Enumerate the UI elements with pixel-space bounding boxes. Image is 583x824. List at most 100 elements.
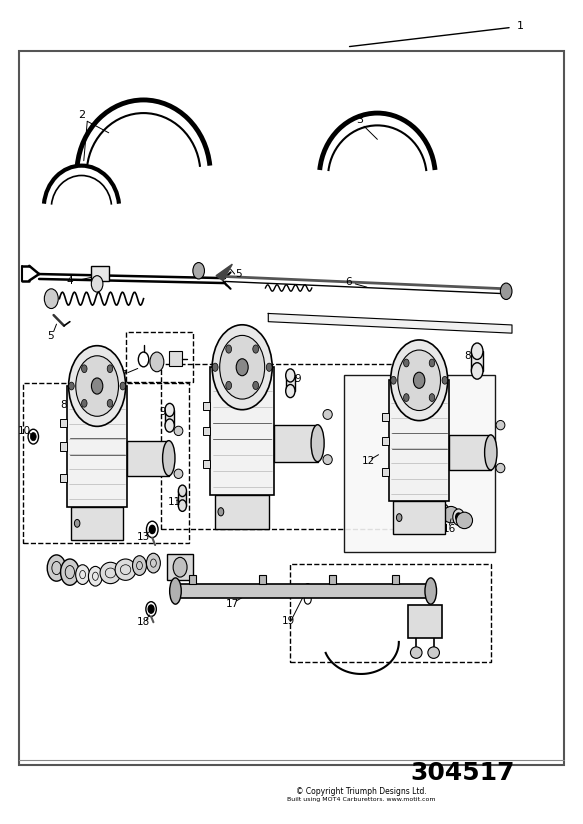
Circle shape: [193, 263, 205, 279]
Circle shape: [212, 363, 218, 372]
Ellipse shape: [115, 559, 136, 580]
Circle shape: [253, 382, 259, 390]
Bar: [19, 50, 564, 765]
Ellipse shape: [228, 363, 239, 379]
Bar: [203, 402, 210, 410]
Bar: [286, 376, 295, 391]
Circle shape: [92, 378, 103, 394]
Circle shape: [107, 400, 113, 407]
Bar: [449, 435, 491, 470]
Circle shape: [442, 377, 448, 384]
Bar: [389, 381, 449, 501]
Ellipse shape: [228, 382, 239, 399]
Text: 17: 17: [226, 599, 239, 609]
Circle shape: [173, 557, 187, 577]
Ellipse shape: [456, 513, 473, 529]
Ellipse shape: [428, 647, 440, 658]
Bar: [175, 584, 431, 597]
Bar: [344, 375, 494, 551]
Bar: [92, 266, 109, 281]
Circle shape: [226, 345, 231, 353]
Ellipse shape: [178, 485, 187, 497]
Bar: [382, 468, 389, 476]
Text: 6: 6: [345, 277, 352, 288]
Bar: [165, 410, 174, 425]
Text: 14: 14: [412, 481, 424, 491]
Bar: [290, 564, 490, 662]
Circle shape: [413, 372, 425, 388]
Bar: [70, 400, 82, 420]
Circle shape: [253, 345, 259, 353]
Bar: [71, 507, 123, 540]
Text: 5: 5: [235, 269, 241, 279]
Polygon shape: [268, 313, 512, 333]
Bar: [394, 501, 445, 534]
Bar: [382, 413, 389, 421]
Circle shape: [391, 340, 448, 420]
Circle shape: [391, 377, 396, 384]
Ellipse shape: [163, 441, 175, 475]
Bar: [67, 386, 128, 507]
Bar: [161, 364, 396, 529]
Bar: [189, 574, 196, 584]
Bar: [228, 371, 239, 391]
Circle shape: [146, 553, 160, 573]
Ellipse shape: [484, 435, 497, 470]
Text: 2: 2: [78, 110, 85, 119]
Ellipse shape: [178, 500, 187, 512]
Bar: [60, 419, 67, 427]
Bar: [392, 574, 399, 584]
Circle shape: [82, 365, 87, 372]
Ellipse shape: [70, 412, 82, 428]
Bar: [128, 441, 169, 475]
Circle shape: [403, 394, 409, 401]
Text: 8: 8: [220, 372, 226, 382]
Ellipse shape: [425, 578, 437, 604]
Text: 13: 13: [137, 531, 150, 542]
Text: 18: 18: [137, 617, 150, 627]
Text: 15: 15: [412, 499, 424, 509]
Bar: [203, 427, 210, 435]
Text: 304517: 304517: [410, 761, 515, 785]
Circle shape: [429, 394, 435, 401]
Bar: [215, 494, 269, 529]
Text: © Copyright Triumph Designs Ltd.: © Copyright Triumph Designs Ltd.: [296, 787, 427, 796]
Circle shape: [427, 500, 433, 508]
Bar: [472, 351, 483, 371]
Text: 12: 12: [361, 456, 375, 466]
Circle shape: [441, 508, 447, 517]
Bar: [126, 331, 193, 382]
Text: 5: 5: [47, 330, 54, 340]
Text: 7: 7: [120, 370, 127, 380]
Text: 1: 1: [517, 21, 524, 31]
Circle shape: [44, 289, 58, 308]
Bar: [274, 424, 318, 461]
Text: 9: 9: [294, 374, 301, 384]
Text: 16: 16: [442, 523, 456, 534]
Circle shape: [266, 363, 272, 372]
Circle shape: [429, 359, 435, 367]
Circle shape: [75, 519, 80, 527]
Circle shape: [150, 352, 164, 372]
Circle shape: [89, 566, 103, 586]
Circle shape: [76, 564, 90, 584]
Bar: [408, 605, 442, 638]
Circle shape: [453, 509, 465, 526]
Circle shape: [220, 335, 265, 399]
Circle shape: [218, 508, 224, 516]
Ellipse shape: [410, 647, 422, 658]
Circle shape: [92, 276, 103, 292]
Text: 9: 9: [159, 407, 166, 417]
Circle shape: [398, 350, 441, 410]
Bar: [382, 437, 389, 445]
Bar: [60, 442, 67, 451]
Text: 3: 3: [356, 115, 363, 125]
Circle shape: [148, 605, 154, 613]
Circle shape: [438, 504, 449, 521]
Ellipse shape: [100, 562, 121, 583]
Circle shape: [456, 513, 462, 522]
Circle shape: [226, 382, 231, 390]
Circle shape: [403, 359, 409, 367]
Text: Built using MOT4 Carburettors. www.motit.com: Built using MOT4 Carburettors. www.motit…: [287, 797, 436, 802]
Ellipse shape: [443, 507, 459, 523]
